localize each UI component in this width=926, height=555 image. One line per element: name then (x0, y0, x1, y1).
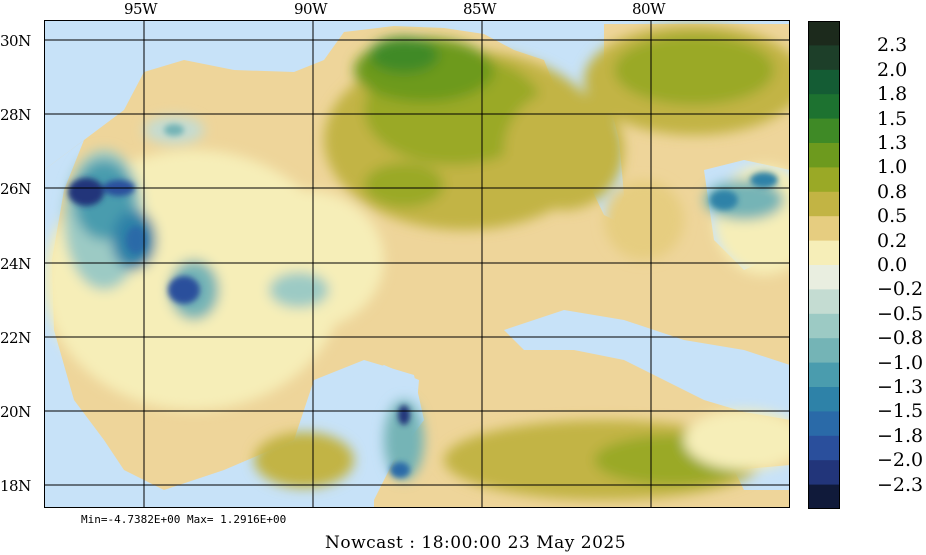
lat-label-28n: 28N (0, 106, 31, 124)
legend-swatch (808, 484, 840, 509)
legend-label: −0.5 (877, 302, 924, 325)
legend-label: −0.2 (877, 278, 924, 301)
legend-label: 0.2 (877, 229, 908, 252)
legend-swatch (808, 216, 840, 242)
legend-swatch (808, 118, 840, 144)
legend-label: −1.0 (877, 351, 924, 374)
legend-swatch (808, 265, 840, 290)
graticule (44, 20, 790, 508)
legend-label: −2.3 (877, 473, 924, 496)
lon-label-80w: 80W (632, 0, 666, 18)
legend-swatch (808, 191, 840, 217)
legend-label: 0.0 (877, 254, 908, 276)
legend-swatch (808, 143, 840, 168)
legend-label: −1.5 (877, 400, 924, 423)
lon-label-90w: 90W (294, 0, 328, 18)
legend-swatch (808, 21, 840, 46)
legend-swatch (808, 167, 840, 193)
legend-label: 2.0 (877, 58, 908, 81)
legend-label: 1.5 (877, 107, 908, 130)
legend-swatch (808, 313, 840, 339)
legend-swatch (808, 69, 840, 95)
map-frame (44, 20, 790, 508)
legend-swatch (808, 362, 840, 388)
legend-label: 2.3 (877, 34, 908, 57)
legend-label: 1.3 (877, 132, 908, 154)
lat-label-24n: 24N (0, 255, 31, 273)
legend-swatch (808, 435, 840, 461)
land-texas-mexico (44, 140, 424, 508)
lat-label-30n: 30N (0, 32, 31, 50)
legend-label: 0.5 (877, 205, 908, 228)
legend-label: −1.8 (877, 424, 924, 447)
legend-swatch (808, 338, 840, 364)
legend-label: 1.0 (877, 156, 908, 179)
legend-swatch (808, 240, 840, 266)
lon-label-95w: 95W (124, 0, 158, 18)
legend-colorbar (808, 21, 840, 509)
nowcast-caption: Nowcast : 18:00:00 23 May 2025 (325, 533, 627, 553)
legend-swatch (808, 94, 840, 120)
legend-swatch (808, 387, 840, 412)
contour-cores (68, 124, 778, 478)
legend-label: 1.8 (877, 83, 908, 106)
legend-frame (808, 21, 840, 509)
legend-label: 0.8 (877, 180, 908, 203)
legend-label: −1.3 (877, 376, 924, 398)
lat-label-22n: 22N (0, 329, 31, 347)
min-max-readout: Min=-4.7382E+00 Max= 1.2916E+00 (81, 513, 287, 526)
legend-swatch (808, 411, 840, 437)
lat-label-18n: 18N (0, 477, 31, 495)
gulf-of-mexico-map[interactable] (44, 20, 790, 508)
legend-label: −2.0 (877, 449, 924, 472)
lon-label-85w: 85W (463, 0, 497, 18)
legend-swatch (808, 460, 840, 486)
lat-label-26n: 26N (0, 180, 31, 198)
legend-swatch (808, 289, 840, 315)
lat-label-20n: 20N (0, 403, 31, 421)
legend-swatch (808, 45, 840, 71)
legend-label: −0.8 (877, 327, 924, 350)
